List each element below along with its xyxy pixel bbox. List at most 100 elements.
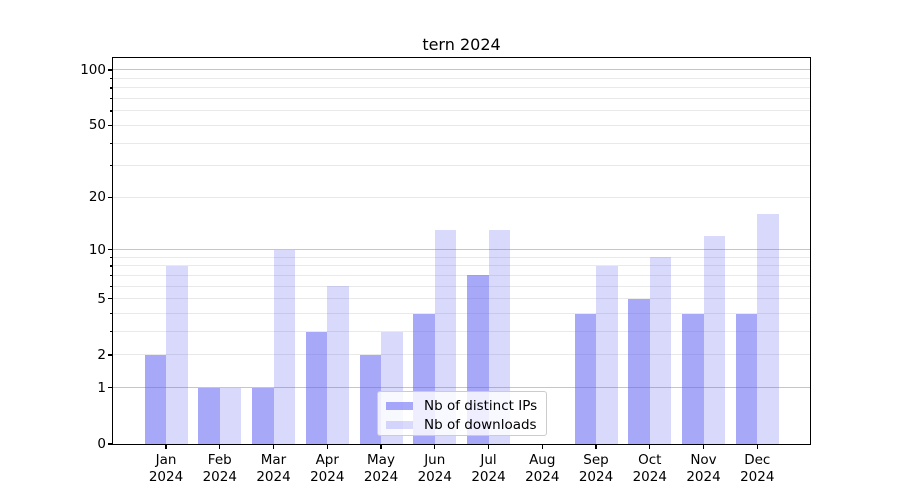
gridline-minor bbox=[113, 256, 810, 258]
y-minor-tick-mark bbox=[110, 256, 113, 259]
x-tick-label-line: 2024 bbox=[148, 469, 184, 485]
gridline-minor bbox=[113, 265, 810, 267]
y-tick-mark bbox=[107, 298, 113, 300]
x-tick-label: Sep 2024 bbox=[564, 452, 628, 486]
x-tick-label: Oct 2024 bbox=[618, 452, 682, 486]
y-minor-tick-mark bbox=[110, 313, 113, 315]
x-tick-label-line: Nov bbox=[690, 452, 717, 468]
x-tick-label-line: 2024 bbox=[578, 469, 614, 485]
x-tick-label-line: 2024 bbox=[525, 469, 560, 485]
x-tick-label: Jun 2024 bbox=[403, 452, 467, 486]
y-tick-mark bbox=[107, 124, 113, 126]
y-tick-mark bbox=[107, 249, 113, 251]
bar-distinct-ips bbox=[252, 387, 274, 444]
bar-distinct-ips bbox=[198, 387, 220, 444]
x-tick-mark bbox=[272, 444, 275, 449]
y-minor-tick-mark bbox=[110, 110, 113, 112]
x-tick-label-line: Feb bbox=[207, 452, 232, 468]
x-tick-label-line: Apr bbox=[315, 452, 339, 468]
bar-downloads bbox=[327, 286, 349, 444]
gridline-minor bbox=[113, 142, 810, 144]
bar-downloads bbox=[273, 249, 295, 444]
bar-distinct-ips bbox=[305, 331, 328, 444]
y-tick-mark bbox=[107, 443, 113, 445]
gridline-major bbox=[113, 249, 810, 251]
y-minor-tick-mark bbox=[110, 274, 113, 277]
x-tick-label-line: 2024 bbox=[417, 469, 452, 485]
y-tick-mark bbox=[107, 69, 113, 71]
y-minor-tick-mark bbox=[110, 77, 113, 80]
gridline-minor bbox=[113, 87, 810, 89]
y-tick-mark bbox=[107, 354, 113, 356]
x-tick-mark bbox=[756, 444, 758, 449]
y-tick-mark bbox=[107, 387, 113, 389]
y-tick-label: 1 bbox=[97, 379, 106, 396]
gridline-minor bbox=[113, 354, 810, 356]
gridline-minor bbox=[113, 98, 810, 100]
x-tick-label: Mar 2024 bbox=[242, 452, 306, 486]
y-tick-mark bbox=[107, 196, 113, 198]
x-tick-label: Dec 2024 bbox=[725, 452, 789, 486]
bar-downloads bbox=[596, 265, 618, 444]
bar-downloads bbox=[166, 265, 188, 444]
y-minor-tick-mark bbox=[110, 98, 113, 100]
x-tick-mark bbox=[219, 444, 221, 449]
y-tick-label: 5 bbox=[97, 290, 106, 307]
legend-item-downloads: Nb of downloads bbox=[378, 415, 546, 434]
bar-downloads bbox=[649, 257, 672, 444]
x-tick-mark bbox=[434, 444, 436, 449]
bar-downloads bbox=[219, 387, 242, 444]
bar-distinct-ips bbox=[628, 298, 650, 444]
x-tick-mark bbox=[702, 444, 705, 449]
x-tick-label-line: 2024 bbox=[686, 469, 721, 485]
gridline-minor bbox=[113, 274, 810, 276]
y-minor-tick-mark bbox=[110, 265, 113, 267]
gridline-minor bbox=[113, 165, 810, 167]
x-tick-label: Feb 2024 bbox=[188, 452, 252, 486]
x-tick-label: Nov 2024 bbox=[672, 452, 736, 486]
x-tick-mark bbox=[595, 444, 597, 449]
x-tick-label-line: 2024 bbox=[471, 469, 506, 485]
x-tick-label-line: Mar bbox=[260, 452, 287, 468]
x-tick-label: Jan 2024 bbox=[134, 452, 198, 486]
legend-label-downloads: Nb of downloads bbox=[424, 416, 537, 433]
bar-downloads bbox=[488, 230, 510, 444]
bar-distinct-ips bbox=[359, 354, 381, 444]
bar-distinct-ips bbox=[682, 313, 704, 444]
gridline-minor bbox=[113, 77, 810, 79]
x-tick-label-line: Jun bbox=[424, 452, 446, 468]
legend-label-ips: Nb of distinct IPs bbox=[424, 397, 538, 414]
bar-downloads bbox=[703, 236, 725, 444]
gridline-minor bbox=[113, 124, 810, 126]
x-tick-label-line: Jul bbox=[480, 452, 497, 468]
gridline-major bbox=[113, 387, 810, 389]
x-tick-label-line: Sep bbox=[583, 452, 609, 468]
y-minor-tick-mark bbox=[110, 142, 113, 144]
x-tick-label-line: 2024 bbox=[632, 469, 667, 485]
x-tick-label-line: Dec bbox=[744, 452, 771, 468]
x-tick-label-line: 2024 bbox=[363, 469, 399, 485]
y-minor-tick-mark bbox=[110, 165, 113, 167]
x-tick-label-line: 2024 bbox=[202, 469, 237, 485]
y-tick-label: 10 bbox=[88, 241, 106, 258]
x-tick-label-line: Oct bbox=[638, 452, 662, 468]
x-tick-mark bbox=[165, 444, 167, 449]
y-tick-label: 0 bbox=[97, 436, 106, 452]
y-minor-tick-mark bbox=[110, 331, 113, 333]
x-tick-label: Apr 2024 bbox=[295, 452, 359, 486]
x-tick-label: May 2024 bbox=[349, 452, 413, 486]
x-tick-mark bbox=[487, 444, 490, 449]
y-tick-label: 100 bbox=[80, 61, 106, 78]
gridline-minor bbox=[113, 285, 810, 287]
gridline-major bbox=[113, 69, 810, 71]
x-tick-label-line: Aug bbox=[529, 452, 556, 468]
chart-title: tern 2024 bbox=[422, 35, 501, 54]
x-tick-mark bbox=[541, 444, 543, 449]
bar-downloads bbox=[757, 214, 779, 444]
x-tick-label: Aug 2024 bbox=[510, 452, 574, 486]
x-tick-label: Jul 2024 bbox=[457, 452, 521, 486]
gridline-minor bbox=[113, 331, 810, 333]
x-tick-mark bbox=[326, 444, 328, 449]
y-tick-label: 50 bbox=[88, 117, 106, 134]
